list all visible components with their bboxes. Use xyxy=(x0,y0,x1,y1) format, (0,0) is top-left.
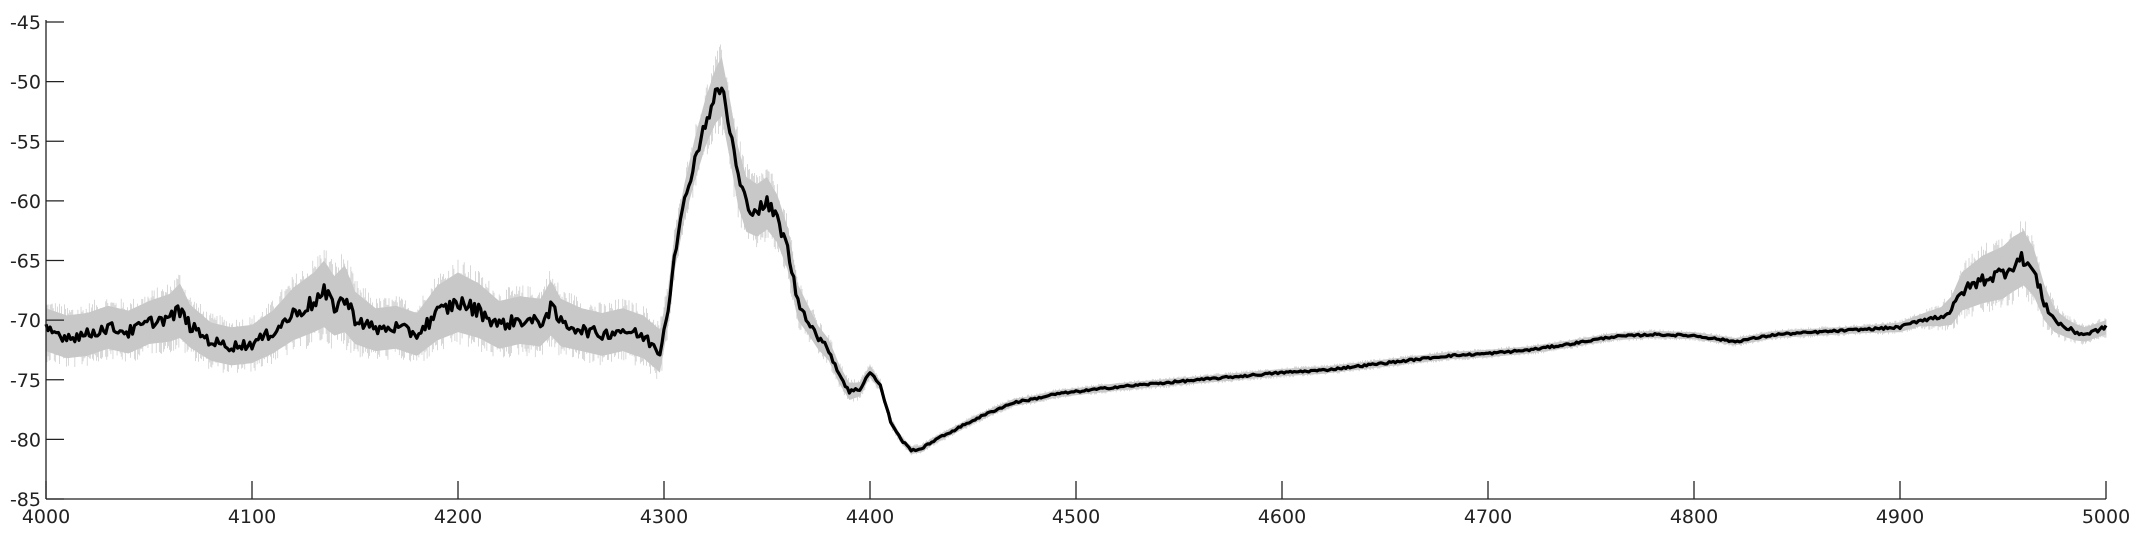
x-tick-label: 4900 xyxy=(1876,506,1924,528)
y-tick-label: -65 xyxy=(10,251,41,273)
spread-noise xyxy=(45,44,2107,456)
x-tick-label: 4500 xyxy=(1052,506,1100,528)
y-tick-label: -55 xyxy=(10,131,41,153)
axes: 4000 4100 4200 4300 4400 4500 4600 4700 4800 4900… xyxy=(10,12,2130,528)
spread-noise-layer xyxy=(45,44,2107,456)
y-tick-label: -45 xyxy=(10,12,41,34)
x-tick-label: 4600 xyxy=(1258,506,1306,528)
x-tick-label: 4100 xyxy=(228,506,276,528)
mean-line-layer xyxy=(44,86,2108,453)
x-tick-label: 4000 xyxy=(22,506,70,528)
x-tick-label: 4800 xyxy=(1670,506,1718,528)
y-tick-label: -50 xyxy=(10,72,41,94)
x-tick-label: 4300 xyxy=(640,506,688,528)
y-tick-label: -85 xyxy=(10,489,41,511)
y-tick-label: -75 xyxy=(10,370,41,392)
y-tick-label: -80 xyxy=(10,429,41,451)
x-tick-label: 4700 xyxy=(1464,506,1512,528)
series-mean-line xyxy=(44,86,2108,453)
x-tick-label: 4400 xyxy=(846,506,894,528)
x-tick-label: 5000 xyxy=(2082,506,2130,528)
y-tick-label: -60 xyxy=(10,191,41,213)
x-tick-label: 4200 xyxy=(434,506,482,528)
y-tick-label: -70 xyxy=(10,310,41,332)
